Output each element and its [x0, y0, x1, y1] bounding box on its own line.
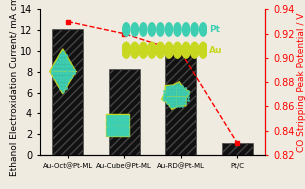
- FancyBboxPatch shape: [106, 114, 130, 136]
- Bar: [165, 46, 196, 155]
- Circle shape: [191, 23, 198, 36]
- Circle shape: [165, 23, 173, 36]
- Circle shape: [156, 42, 165, 58]
- Y-axis label: CO Stripping Peak Potential / V: CO Stripping Peak Potential / V: [297, 12, 305, 152]
- Circle shape: [139, 42, 148, 58]
- Circle shape: [199, 42, 207, 58]
- Bar: [222, 143, 253, 155]
- Text: Au: Au: [209, 46, 223, 55]
- Circle shape: [140, 23, 147, 36]
- Bar: [52, 29, 83, 155]
- Circle shape: [165, 42, 173, 58]
- Circle shape: [148, 42, 156, 58]
- Circle shape: [131, 42, 139, 58]
- Polygon shape: [162, 82, 190, 109]
- Circle shape: [122, 42, 131, 58]
- Text: Pt: Pt: [209, 25, 220, 34]
- Circle shape: [174, 23, 181, 36]
- Circle shape: [131, 23, 138, 36]
- Circle shape: [173, 42, 182, 58]
- Circle shape: [190, 42, 199, 58]
- Circle shape: [157, 23, 164, 36]
- Circle shape: [199, 23, 207, 36]
- Bar: [109, 69, 140, 155]
- Y-axis label: Ethanol Electroxidation Current/ mA cm⁻²: Ethanol Electroxidation Current/ mA cm⁻²: [9, 0, 18, 176]
- Circle shape: [182, 23, 190, 36]
- Polygon shape: [50, 49, 76, 94]
- Circle shape: [182, 42, 190, 58]
- Circle shape: [148, 23, 156, 36]
- Circle shape: [123, 23, 130, 36]
